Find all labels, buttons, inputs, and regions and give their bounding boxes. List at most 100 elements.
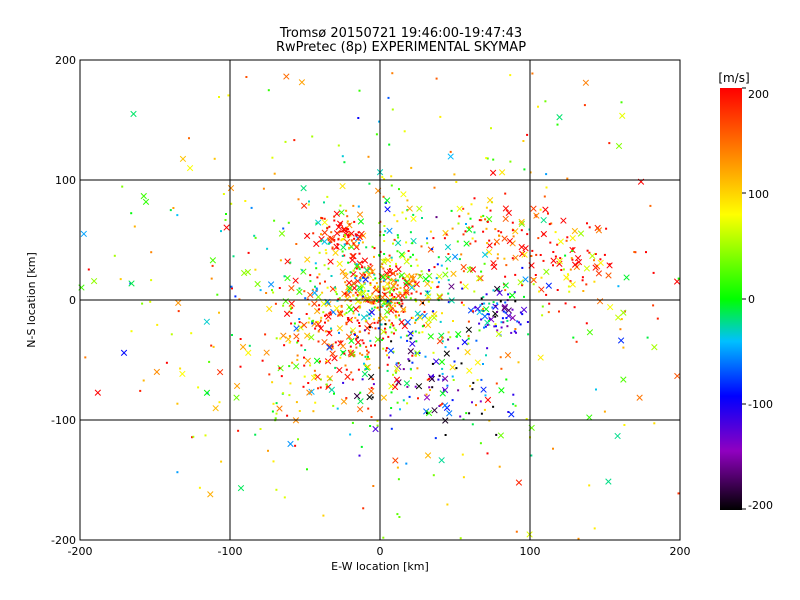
grid-lines: [80, 60, 680, 540]
data-point-dot: [397, 478, 400, 481]
data-point-dot: [414, 351, 417, 354]
data-point-dot: [179, 367, 182, 370]
data-point-dot: [358, 252, 361, 255]
data-point-dot: [486, 347, 489, 350]
data-point-dot: [377, 327, 380, 330]
data-point-dot: [375, 133, 378, 136]
data-point-cross: [336, 220, 344, 227]
data-point-dot: [363, 362, 365, 365]
data-point-dot: [374, 327, 377, 330]
data-point-cross: [489, 169, 497, 176]
data-point-dot: [391, 322, 393, 325]
data-point-dot: [403, 289, 406, 292]
data-point-dot: [322, 514, 325, 517]
data-point-dot: [486, 220, 489, 223]
data-point-cross: [203, 318, 210, 325]
data-point-dot: [383, 253, 386, 255]
data-point-dot: [495, 325, 497, 328]
data-point-dot: [227, 94, 230, 97]
data-point-dot: [382, 258, 385, 261]
data-point-cross: [619, 112, 626, 119]
data-point-dot: [324, 314, 326, 317]
data-point-dot: [566, 177, 569, 180]
data-point-cross: [446, 410, 453, 417]
data-point-dot: [455, 335, 458, 338]
data-point-dot: [291, 361, 294, 364]
data-point-dot: [649, 204, 652, 207]
data-point-dot: [442, 378, 445, 381]
data-point-dot: [387, 276, 390, 279]
data-point-dot: [483, 408, 486, 411]
data-point-cross: [518, 220, 526, 227]
data-point-cross: [430, 314, 438, 321]
data-point-dot: [594, 253, 597, 255]
data-point-dot: [432, 310, 435, 313]
data-point-cross: [233, 394, 240, 401]
data-point-dot: [486, 324, 489, 326]
data-point-dot: [176, 214, 179, 217]
data-point-dot: [311, 322, 314, 325]
data-point-dot: [462, 304, 465, 307]
data-point-cross: [465, 326, 472, 333]
data-point-cross: [545, 282, 552, 289]
data-point-dot: [334, 287, 337, 290]
data-point-dot: [262, 187, 265, 190]
data-point-cross: [321, 338, 328, 346]
data-point-cross: [417, 273, 424, 280]
data-point-dot: [386, 363, 389, 366]
data-point-dot: [457, 222, 460, 225]
data-point-dot: [572, 247, 575, 250]
data-point-dot: [406, 209, 409, 212]
data-point-dot: [486, 452, 489, 455]
data-point-dot: [495, 382, 498, 385]
data-point-cross: [409, 340, 416, 347]
data-point-cross: [427, 246, 435, 253]
data-point-dot: [347, 228, 350, 231]
data-point-dot: [387, 287, 390, 290]
data-point-cross: [415, 383, 423, 390]
data-point-dot: [385, 258, 388, 261]
data-point-dot: [496, 302, 499, 305]
data-point-cross: [422, 275, 429, 283]
data-point-dot: [403, 308, 406, 311]
data-point-dot: [327, 319, 330, 322]
data-point-dot: [370, 416, 373, 418]
data-point-cross: [508, 411, 515, 418]
data-point-dot: [349, 299, 352, 302]
data-point-dot: [432, 237, 435, 240]
data-point-dot: [534, 274, 537, 276]
data-point-dot: [87, 268, 90, 271]
data-point-dot: [505, 378, 508, 381]
data-point-dot: [356, 319, 359, 322]
data-point-dot: [273, 172, 276, 175]
data-point-dot: [430, 286, 432, 289]
data-point-cross: [474, 305, 481, 312]
data-point-dot: [405, 462, 408, 465]
data-point-dot: [378, 222, 381, 224]
data-point-cross: [339, 343, 347, 350]
data-point-dot: [382, 285, 385, 288]
data-point-dot: [387, 335, 390, 338]
data-point-dot: [520, 229, 523, 232]
data-point-cross: [476, 308, 483, 316]
data-point-dot: [530, 454, 533, 457]
data-point-dot: [406, 402, 409, 405]
data-point-dot: [325, 386, 328, 389]
data-point-dot: [492, 301, 495, 304]
data-point-dot: [298, 318, 301, 320]
data-point-cross: [284, 274, 291, 282]
data-point-dot: [395, 265, 398, 268]
data-point-dot: [355, 267, 358, 270]
data-point-dot: [368, 326, 371, 329]
data-point-dot: [407, 275, 410, 278]
data-point-cross: [175, 299, 182, 307]
data-point-dot: [451, 375, 454, 378]
data-point-dot: [593, 527, 596, 530]
data-point-dot: [428, 377, 431, 380]
data-point-cross: [304, 332, 311, 339]
data-point-cross: [313, 357, 321, 364]
data-point-dot: [547, 311, 550, 314]
data-point-dot: [307, 203, 310, 206]
data-point-dot: [393, 214, 396, 217]
data-point-dot: [403, 130, 406, 133]
